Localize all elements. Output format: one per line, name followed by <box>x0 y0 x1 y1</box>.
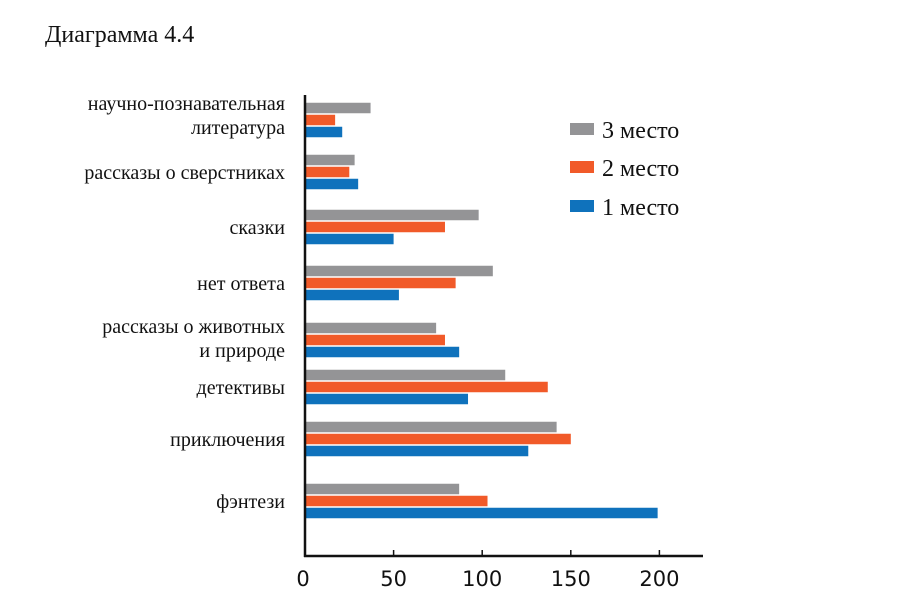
legend-swatch <box>570 161 594 173</box>
bar-3rd-place <box>305 102 371 114</box>
x-tick-label: 200 <box>639 567 679 591</box>
category-label: приключения <box>170 429 285 451</box>
bar-3rd-place <box>305 421 557 433</box>
bar-1st-place <box>305 393 469 405</box>
legend-label: 2 место <box>602 156 679 182</box>
bar-1st-place <box>305 507 658 519</box>
bar-1st-place <box>305 233 394 245</box>
category-label: нет ответа <box>197 273 285 295</box>
bar-2nd-place <box>305 114 336 126</box>
legend-swatch <box>570 123 594 135</box>
bar-3rd-place <box>305 209 479 221</box>
category-label: фэнтези <box>216 491 285 513</box>
x-tick-label: 50 <box>380 567 407 591</box>
chart-title: Диаграмма 4.4 <box>45 22 195 48</box>
bar-2nd-place <box>305 221 445 233</box>
bar-2nd-place <box>305 334 445 346</box>
legend-label: 1 место <box>602 195 679 221</box>
category-label: рассказы о животных <box>102 316 285 338</box>
bar-2nd-place <box>305 277 456 289</box>
bar-3rd-place <box>305 322 437 334</box>
category-label: и природе <box>199 340 285 362</box>
bar-3rd-place <box>305 154 355 166</box>
x-tick-label: 150 <box>551 567 591 591</box>
bar-1st-place <box>305 445 529 457</box>
bar-1st-place <box>305 126 343 138</box>
x-tick-label: 0 <box>296 567 309 591</box>
bar-2nd-place <box>305 433 571 445</box>
bar-2nd-place <box>305 381 548 393</box>
bar-3rd-place <box>305 483 460 495</box>
legend-swatch <box>570 200 594 212</box>
category-label: научно-познавательная <box>88 93 285 115</box>
legend-label: 3 место <box>602 118 679 144</box>
category-label: детективы <box>197 377 285 399</box>
x-tick-label: 100 <box>462 567 502 591</box>
bar-2nd-place <box>305 495 488 507</box>
category-label: сказки <box>230 217 286 239</box>
category-label: рассказы о сверстниках <box>84 162 285 184</box>
bar-3rd-place <box>305 369 506 381</box>
bar-2nd-place <box>305 166 350 178</box>
bar-1st-place <box>305 178 359 190</box>
bar-1st-place <box>305 289 399 301</box>
bar-3rd-place <box>305 265 493 277</box>
bar-1st-place <box>305 346 460 358</box>
category-label: литература <box>191 117 285 139</box>
